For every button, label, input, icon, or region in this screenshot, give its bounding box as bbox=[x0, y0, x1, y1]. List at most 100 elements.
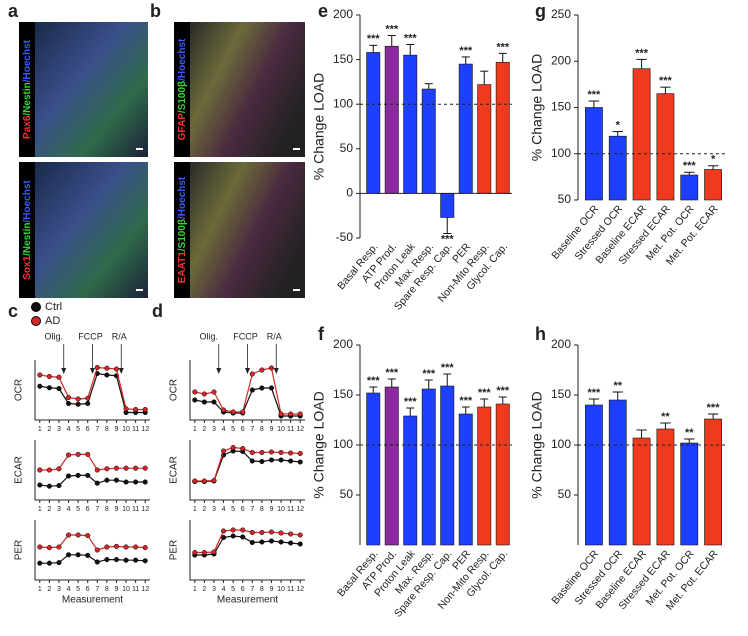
x-tick-label: 11 bbox=[287, 426, 294, 433]
x-tick-label: 11 bbox=[132, 506, 139, 513]
significance: * bbox=[711, 154, 716, 166]
panel-letter: a bbox=[8, 1, 19, 21]
data-point bbox=[268, 385, 275, 391]
x-tick-label: 3 bbox=[57, 586, 61, 593]
x-tick-label: 6 bbox=[241, 586, 245, 593]
data-point bbox=[230, 533, 236, 539]
channel-label: Pax6/Nestin/Hoechst bbox=[22, 39, 33, 139]
data-point bbox=[104, 372, 110, 378]
data-point bbox=[240, 445, 246, 452]
data-point bbox=[142, 558, 148, 564]
x-tick-label: 12 bbox=[141, 426, 149, 433]
y-tick-label: 200 bbox=[333, 337, 353, 351]
x-tick-label: 9 bbox=[270, 426, 274, 433]
bar bbox=[632, 68, 651, 201]
data-point bbox=[288, 531, 294, 537]
data-point bbox=[85, 552, 91, 558]
x-axis-label: Measurement bbox=[62, 595, 123, 606]
y-tick-label: 200 bbox=[551, 53, 571, 67]
channel-name: GFAP bbox=[177, 113, 188, 141]
x-tick-label: 10 bbox=[122, 586, 130, 593]
data-point bbox=[56, 560, 62, 566]
axis bbox=[34, 440, 150, 501]
y-axis-label: PER bbox=[14, 540, 25, 561]
data-point bbox=[75, 552, 81, 558]
significance: *** bbox=[659, 75, 673, 87]
bar bbox=[477, 84, 492, 194]
x-tick-label: 6 bbox=[241, 426, 245, 433]
x-tick-label: 5 bbox=[231, 506, 235, 513]
significance: *** bbox=[478, 387, 492, 399]
x-tick-label: 10 bbox=[122, 426, 130, 433]
channel-label: EAAT1/S100β/Hoechst bbox=[177, 176, 188, 283]
x-tick-label: 6 bbox=[86, 586, 90, 593]
y-tick-label: 100 bbox=[333, 96, 353, 110]
data-point bbox=[297, 411, 303, 417]
x-tick-label: 5 bbox=[231, 586, 235, 593]
data-point bbox=[268, 365, 275, 371]
x-tick-label: 9 bbox=[115, 426, 119, 433]
x-tick-label: 8 bbox=[105, 426, 109, 433]
x-tick-label: 10 bbox=[277, 586, 285, 593]
x-tick-label: 7 bbox=[95, 506, 99, 513]
x-tick-label: 11 bbox=[132, 426, 139, 433]
data-point bbox=[85, 395, 91, 401]
data-point bbox=[192, 478, 198, 484]
data-point bbox=[94, 467, 100, 473]
data-point bbox=[211, 389, 217, 395]
x-tick-label: 3 bbox=[212, 586, 216, 593]
data-point bbox=[37, 544, 43, 550]
x-tick-label: 7 bbox=[95, 426, 99, 433]
data-point bbox=[56, 374, 62, 380]
x-tick-label: 1 bbox=[193, 506, 197, 513]
y-tick-label: 150 bbox=[551, 100, 571, 114]
significance: *** bbox=[496, 385, 510, 397]
x-tick-label: 1 bbox=[193, 586, 197, 593]
data-point bbox=[37, 372, 43, 378]
x-tick-label: 12 bbox=[141, 586, 149, 593]
label-strip bbox=[19, 162, 35, 298]
x-tick-label: 4 bbox=[67, 506, 71, 513]
channel-name: Pax6 bbox=[22, 115, 33, 139]
panel-letter: d bbox=[152, 301, 163, 321]
data-point bbox=[249, 529, 255, 536]
x-tick-label: 9 bbox=[115, 586, 119, 593]
data-point bbox=[123, 406, 129, 412]
series-line bbox=[39, 453, 146, 471]
x-tick-label: 8 bbox=[260, 586, 264, 593]
bar bbox=[366, 392, 381, 546]
y-tick-label: 100 bbox=[333, 437, 353, 451]
y-tick-label: 200 bbox=[333, 7, 353, 21]
legend-label: AD bbox=[45, 315, 60, 327]
data-point bbox=[268, 529, 275, 535]
data-point bbox=[94, 364, 100, 371]
data-point bbox=[46, 385, 52, 391]
data-point bbox=[65, 552, 72, 558]
x-tick-label: 10 bbox=[277, 506, 285, 513]
data-point bbox=[113, 477, 120, 483]
data-point bbox=[240, 534, 246, 540]
data-point bbox=[288, 458, 294, 464]
x-tick-label: 12 bbox=[296, 506, 304, 513]
channel-name: Sox1 bbox=[22, 255, 33, 279]
y-axis-label: OCR bbox=[14, 379, 25, 401]
channel-name: /Hoechst bbox=[22, 180, 33, 223]
data-point bbox=[133, 479, 139, 485]
label-strip bbox=[174, 162, 190, 298]
annotation: Olig. bbox=[44, 331, 63, 341]
arrow-head bbox=[273, 368, 279, 374]
axis bbox=[34, 520, 150, 581]
significance: *** bbox=[459, 45, 473, 57]
data-point bbox=[249, 458, 255, 464]
bar bbox=[458, 413, 473, 546]
panel-letter: f bbox=[318, 324, 325, 344]
x-tick-label: 7 bbox=[250, 586, 254, 593]
y-tick-label: -50 bbox=[336, 230, 354, 244]
y-axis-label: PER bbox=[169, 540, 180, 561]
data-point bbox=[278, 449, 284, 456]
x-tick-label: 4 bbox=[67, 586, 71, 593]
bar bbox=[477, 406, 492, 546]
channel-name: /Hoechst bbox=[177, 176, 188, 219]
data-point bbox=[104, 477, 110, 483]
data-point bbox=[240, 409, 246, 415]
